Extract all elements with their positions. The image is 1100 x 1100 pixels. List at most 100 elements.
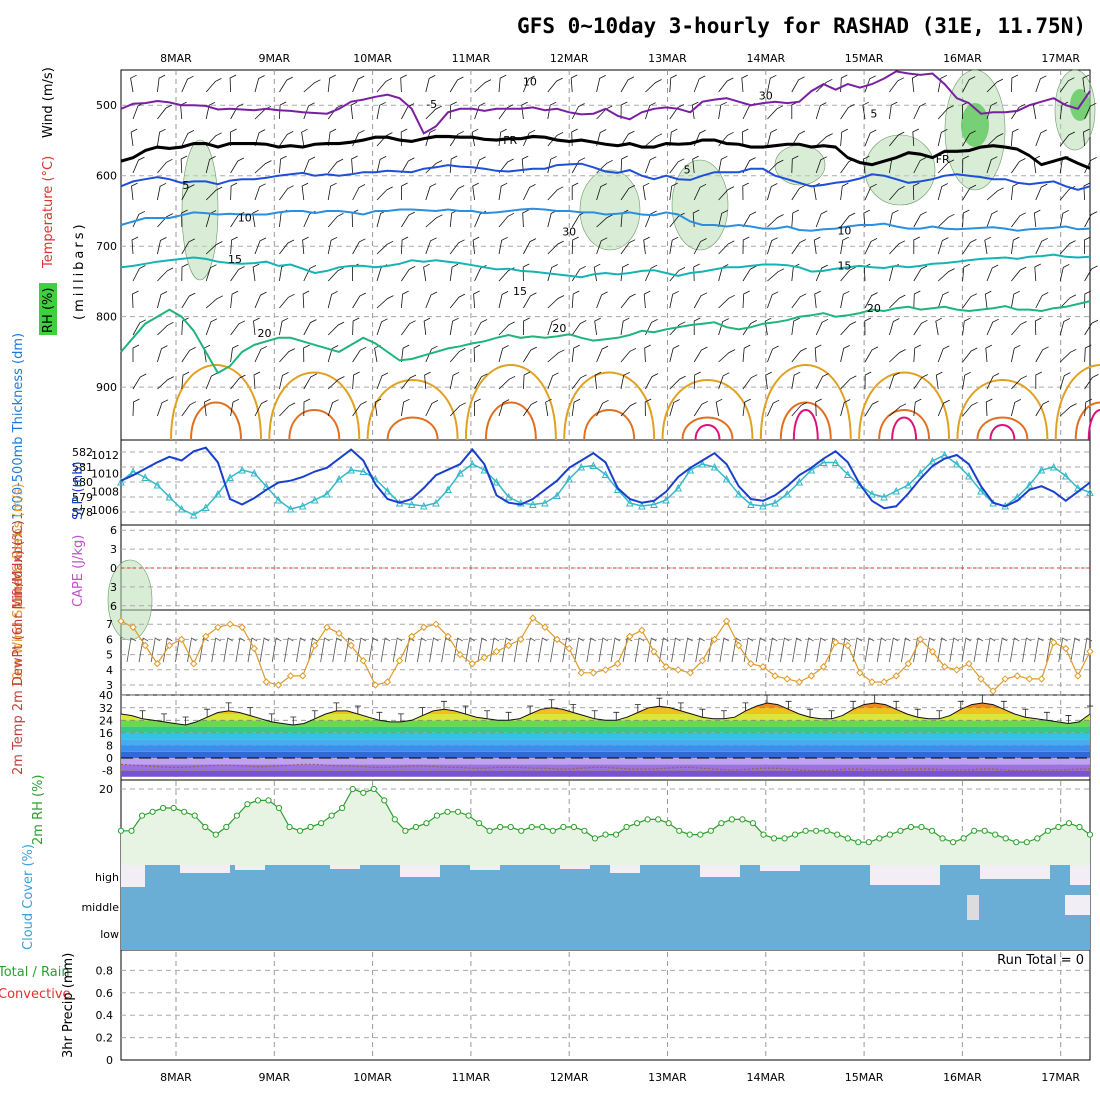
wind-barb (620, 101, 628, 120)
wind-barb (620, 347, 637, 363)
wind-speed-marker (153, 660, 162, 668)
rh-marker (528, 823, 535, 831)
rh-marker (444, 808, 451, 815)
wind-barb (815, 102, 827, 120)
thickness-tick: 582 (72, 446, 93, 459)
surface-wind-barb (1009, 637, 1020, 663)
wind-barb (913, 290, 921, 309)
wind-barb (132, 156, 145, 174)
hot-contour (694, 424, 721, 441)
thickness-marker (892, 486, 901, 495)
wind-barb (130, 128, 138, 147)
rh-marker (128, 827, 135, 834)
isotherm-line (120, 253, 1091, 279)
wind-barb (253, 371, 261, 390)
wind-barb (327, 376, 345, 390)
wind-speed-marker (468, 660, 476, 668)
upper-air-ylabels: RH (%) Temperature (°C) Wind (m/s) (mill… (39, 67, 87, 335)
wind-barb (889, 294, 906, 309)
thickness-marker (541, 498, 549, 507)
panel-frame (120, 949, 1091, 1061)
wind-barb (157, 182, 167, 201)
wind-barb (131, 236, 139, 255)
surface-wind-barb (223, 637, 234, 663)
wind-speed-marker (916, 635, 925, 644)
surface-wind-barb (743, 637, 754, 663)
wind-barb (1059, 209, 1070, 228)
surface-wind-barb (683, 637, 693, 663)
surface-wind-barb (126, 637, 137, 663)
wind-barb (547, 210, 558, 228)
wind-barb (157, 158, 173, 174)
contour-label: 15 (837, 260, 851, 273)
wind-barb (1059, 294, 1077, 309)
rh-marker (918, 823, 925, 831)
temp-minmax-bar (807, 708, 814, 718)
rh-marker (497, 823, 504, 831)
wind-barb (423, 263, 430, 282)
date-label-top: 17MAR (1041, 52, 1080, 65)
wind-barb (1035, 129, 1047, 147)
wind-speed-marker (456, 650, 464, 659)
pressure-tick: 800 (96, 311, 117, 324)
wind-barb (230, 290, 239, 309)
wind-speed-marker (444, 632, 452, 641)
hot-contour (989, 424, 1016, 441)
rh-marker (813, 827, 820, 834)
pressure-tick: 700 (96, 240, 117, 253)
wind-barb (401, 374, 417, 390)
temp-minmax-bar (290, 716, 297, 726)
wind-barb (401, 266, 416, 282)
thickness-label: 1000-500mb Thickness (dm) (11, 333, 26, 520)
wind-barb (840, 74, 848, 93)
surface-wind-barb (501, 637, 512, 663)
wind-barb (181, 263, 189, 282)
thickness-marker (831, 458, 840, 466)
thickness-marker (904, 480, 913, 489)
temp-minmax-bar (871, 694, 878, 704)
temp-minmax-bar (311, 710, 318, 719)
wind-barb (693, 183, 707, 201)
wind-speed-marker (359, 656, 367, 665)
wind-barb (157, 104, 173, 120)
wind-speed-marker (880, 678, 888, 686)
wind-barb (1011, 290, 1020, 309)
rh-marker (1023, 839, 1030, 846)
wind-barb (449, 155, 458, 174)
wind-barb (937, 105, 954, 120)
contour-label: 5 (684, 164, 691, 177)
wind-barb (1011, 103, 1026, 120)
surface-wind-barb (1034, 637, 1044, 663)
wind-barb (986, 156, 998, 174)
wind-barb (742, 320, 757, 336)
wind-barb (764, 317, 772, 336)
temp-minmax-bar (785, 700, 792, 710)
wind-barb (742, 344, 751, 363)
wind-barb (1033, 209, 1041, 228)
wind-barb (1011, 344, 1021, 363)
thickness-marker (977, 486, 985, 495)
wind-barb (986, 210, 998, 228)
date-label-bottom: 15MAR (845, 1071, 884, 1084)
wind-barb (620, 371, 630, 390)
wind-barb (935, 371, 943, 390)
wind-speed-marker (395, 656, 404, 665)
rh-marker (202, 823, 209, 831)
warm-contour (366, 379, 459, 441)
wind-barb (791, 209, 799, 228)
wind-barb (791, 317, 800, 336)
slp-tick: 1008 (91, 486, 119, 499)
rh-marker (307, 823, 314, 831)
wind-barb (449, 263, 459, 282)
wind-barb (791, 347, 807, 363)
wind-barb (376, 240, 394, 255)
wind-speed-marker (795, 678, 804, 686)
wind-barb (254, 291, 267, 309)
wind-barb (742, 374, 758, 390)
rh-shade (774, 144, 826, 186)
temp-minmax-bar (742, 702, 749, 711)
temp-minmax-bar (699, 708, 706, 718)
wind-barb (864, 292, 878, 309)
temp-band (121, 739, 1090, 746)
li-tick: 3 (110, 543, 117, 556)
